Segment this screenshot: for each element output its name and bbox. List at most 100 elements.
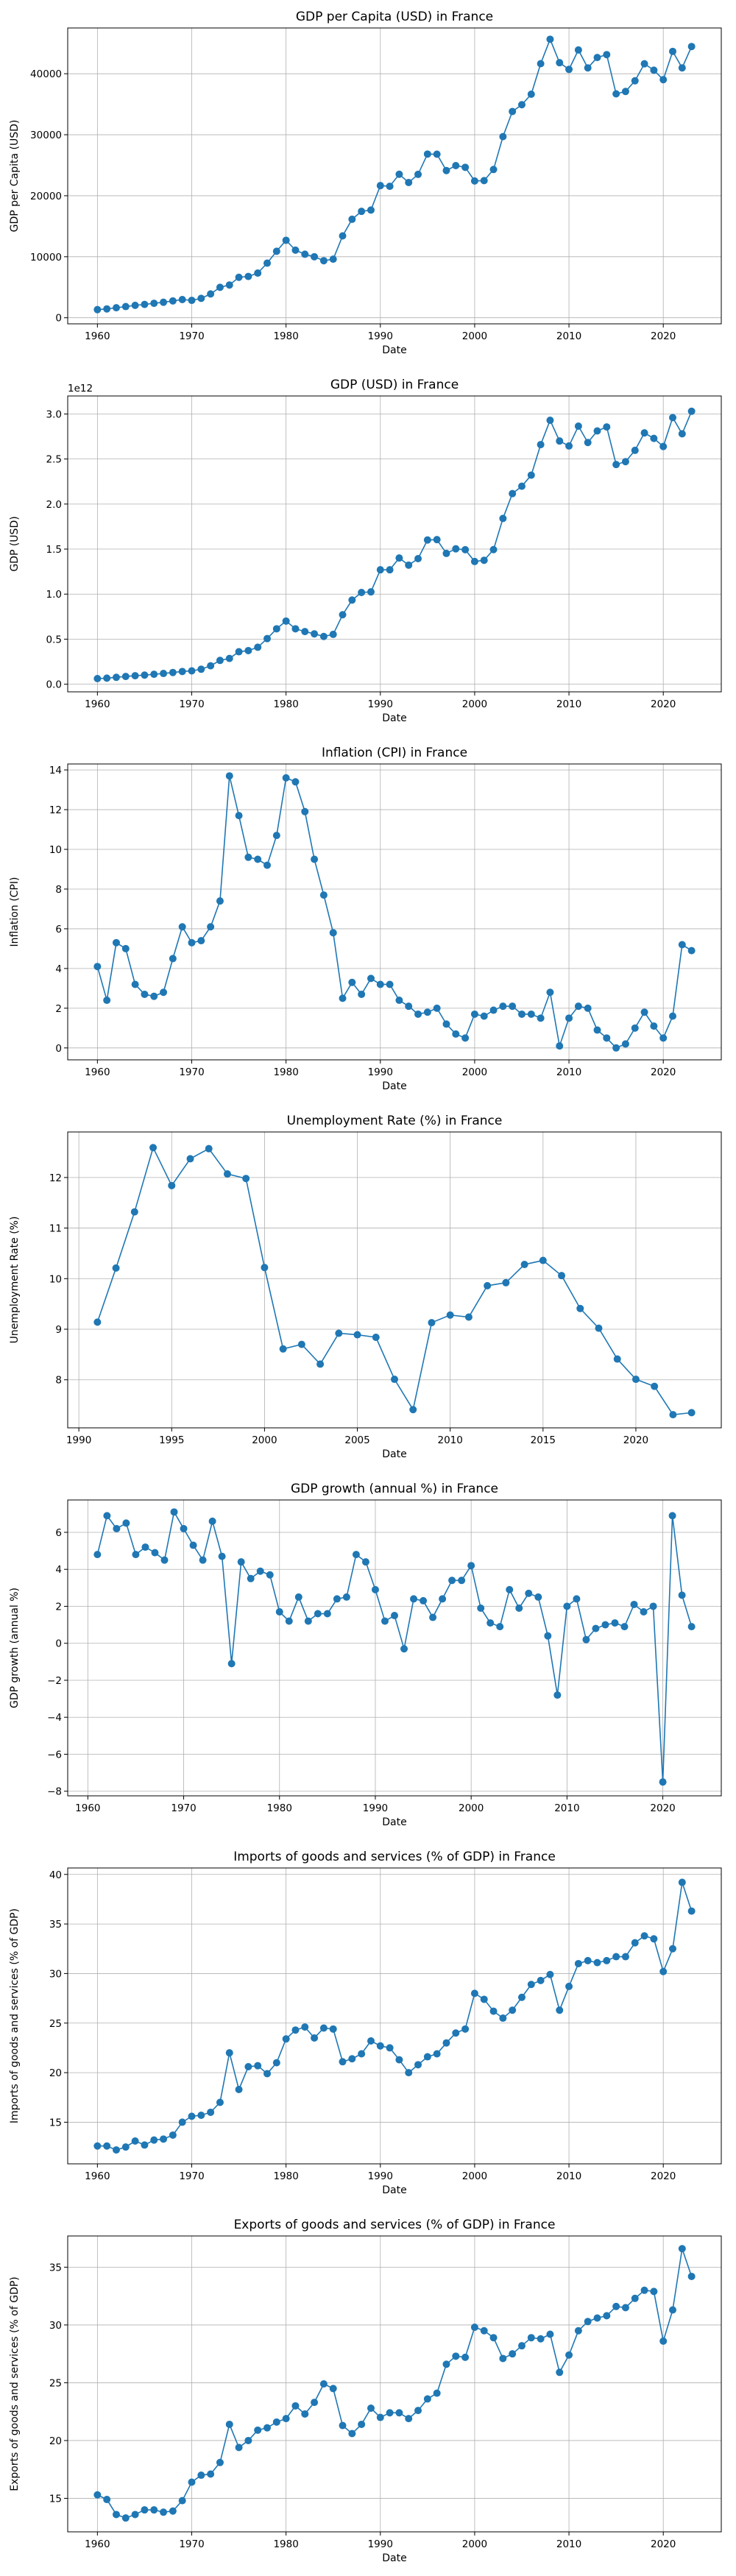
data-point <box>216 2458 224 2466</box>
chart-title: Inflation (CPI) in France <box>322 746 467 760</box>
data-point <box>291 246 300 254</box>
data-point <box>391 1376 398 1384</box>
data-point <box>448 1577 456 1585</box>
x-axis-label: Date <box>382 1816 406 1828</box>
data-point <box>254 2426 262 2434</box>
x-tick-label: 1990 <box>66 1434 91 1446</box>
y-tick-label: 10 <box>49 1273 62 1285</box>
x-tick-label: 1990 <box>368 698 393 710</box>
data-point <box>150 992 158 1000</box>
data-point <box>93 1551 102 1559</box>
data-point <box>584 1004 592 1012</box>
data-point <box>188 297 196 305</box>
data-point <box>631 446 639 454</box>
data-point <box>188 2112 196 2120</box>
data-point <box>509 1002 517 1011</box>
data-point <box>216 897 224 905</box>
data-point <box>480 556 488 565</box>
data-point <box>593 427 601 435</box>
x-tick-label: 1970 <box>179 1066 204 1078</box>
data-point <box>678 1591 686 1599</box>
data-point <box>414 170 422 178</box>
data-point <box>509 489 517 498</box>
data-point <box>630 1600 638 1608</box>
data-point <box>584 1956 592 1964</box>
data-point <box>160 2135 168 2143</box>
x-tick-label: 2010 <box>556 698 581 710</box>
data-point <box>319 2380 328 2388</box>
x-tick-label: 1980 <box>267 1802 292 1814</box>
data-point <box>263 861 272 869</box>
data-point <box>563 1602 571 1610</box>
data-point <box>301 250 309 258</box>
data-point <box>227 1660 236 1668</box>
data-point <box>141 1543 149 1551</box>
x-tick-label: 2010 <box>556 1066 581 1078</box>
data-point <box>311 630 319 638</box>
data-point <box>603 423 611 431</box>
data-point <box>423 150 431 158</box>
y-tick-label: −8 <box>47 1786 62 1798</box>
data-point <box>150 670 158 679</box>
data-point <box>254 855 262 863</box>
data-point <box>329 2385 337 2393</box>
data-point <box>395 2056 403 2064</box>
data-point <box>386 566 394 574</box>
data-point <box>266 1571 274 1579</box>
data-point <box>131 2510 139 2519</box>
data-point <box>565 1014 573 1022</box>
data-point <box>640 2286 648 2294</box>
data-point <box>93 1318 102 1326</box>
data-point <box>168 1181 176 1189</box>
data-point <box>319 632 328 640</box>
data-point <box>352 1551 360 1559</box>
x-tick-label: 1980 <box>273 698 298 710</box>
data-point <box>659 1034 668 1042</box>
data-point <box>93 2142 102 2150</box>
data-point <box>687 1907 696 1915</box>
data-point <box>429 1613 437 1621</box>
data-point <box>546 1970 554 1978</box>
x-tick-label: 2000 <box>462 698 487 710</box>
data-point <box>254 643 262 651</box>
data-point <box>556 2368 564 2377</box>
data-point <box>367 2037 375 2045</box>
data-point <box>150 300 158 308</box>
data-point <box>612 1044 620 1052</box>
data-point <box>480 177 488 185</box>
x-axis-label: Date <box>382 2184 406 2196</box>
data-point <box>112 304 120 312</box>
data-point <box>207 923 215 931</box>
data-point <box>480 2326 488 2335</box>
data-point <box>582 1635 590 1643</box>
data-point <box>178 923 186 931</box>
data-point <box>319 2024 328 2032</box>
data-point <box>131 2137 139 2145</box>
data-point <box>386 183 394 191</box>
data-point <box>207 2108 215 2116</box>
data-point <box>121 673 130 681</box>
data-point <box>103 674 111 682</box>
y-tick-label: 11 <box>49 1223 62 1235</box>
x-tick-label: 2020 <box>651 2538 676 2550</box>
x-tick-label: 1970 <box>171 1802 196 1814</box>
data-point <box>433 2389 441 2397</box>
x-tick-label: 2020 <box>623 1434 648 1446</box>
data-point <box>486 1619 495 1627</box>
data-point <box>556 2006 564 2014</box>
y-tick-label: 40 <box>49 1869 62 1881</box>
data-point <box>553 1691 562 1699</box>
data-point <box>131 301 139 309</box>
data-point <box>433 1004 441 1012</box>
data-point <box>613 1355 621 1363</box>
data-point <box>565 1982 573 1990</box>
x-tick-label: 2020 <box>651 698 676 710</box>
data-point <box>461 2025 470 2033</box>
data-point <box>272 247 280 255</box>
x-tick-label: 1960 <box>85 698 110 710</box>
x-axis-label: Date <box>382 1448 406 1460</box>
data-point <box>669 1012 677 1020</box>
x-tick-label: 2000 <box>459 1802 484 1814</box>
data-point <box>291 2402 300 2410</box>
